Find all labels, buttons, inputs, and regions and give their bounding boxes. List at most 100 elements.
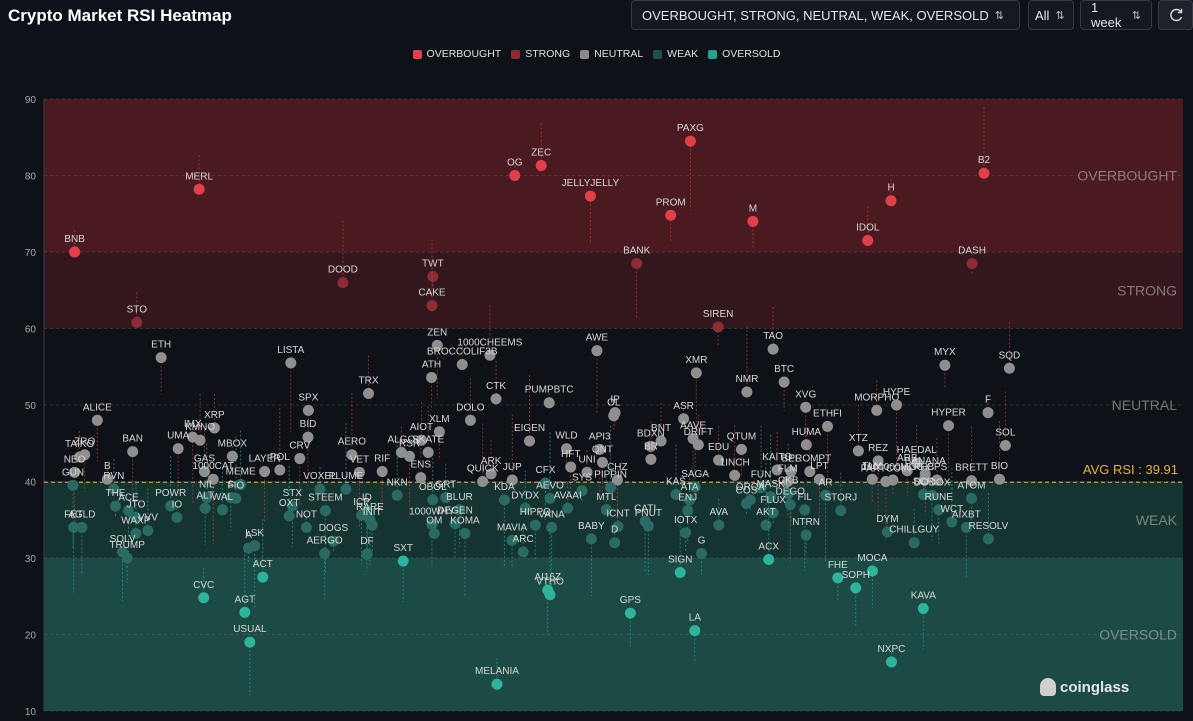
rsi-point[interactable]: GUN <box>62 467 84 549</box>
rsi-point[interactable]: CAKE <box>418 237 446 312</box>
rsi-point[interactable]: POWR <box>155 455 186 512</box>
rsi-point[interactable]: FIO <box>227 434 244 504</box>
rsi-point[interactable]: ALT <box>196 490 214 546</box>
rsi-point[interactable]: B2 <box>978 107 991 179</box>
rsi-point[interactable]: DYM <box>876 514 899 538</box>
rsi-point[interactable]: CRV <box>289 441 311 506</box>
rsi-point[interactable]: B <box>101 461 113 485</box>
rsi-point[interactable]: MASK <box>756 434 785 503</box>
rsi-point[interactable]: ARB <box>897 453 918 496</box>
rsi-point[interactable]: IOTX <box>674 515 698 552</box>
rsi-point[interactable]: ZEN <box>427 327 447 399</box>
rsi-point[interactable]: MBOX <box>218 438 248 462</box>
rsi-point[interactable]: STORJ <box>824 470 857 517</box>
rsi-point[interactable]: HAEDAL <box>897 425 937 469</box>
rsi-point[interactable]: RIF <box>374 454 390 513</box>
rsi-point[interactable]: 1000CHEEMS <box>457 305 523 361</box>
rsi-point[interactable]: CFX <box>535 465 556 521</box>
rsi-point[interactable]: LISTA <box>277 345 305 432</box>
rsi-point[interactable]: EIGEN <box>514 372 545 447</box>
rsi-point[interactable]: FET <box>64 509 83 593</box>
rsi-point[interactable]: AERO <box>338 392 367 461</box>
rsi-point[interactable]: SQD <box>999 320 1021 374</box>
rsi-point[interactable]: VTHO <box>536 528 564 601</box>
rsi-point[interactable]: BNT <box>651 400 671 447</box>
rsi-point[interactable]: CPS <box>927 437 948 486</box>
rsi-point[interactable]: KOMA <box>450 516 480 597</box>
rsi-point[interactable]: SOPH <box>842 570 870 627</box>
rsi-point[interactable]: XTZ <box>849 402 868 457</box>
rsi-point[interactable]: CKB <box>778 443 799 500</box>
rsi-point[interactable]: MTL <box>596 473 617 516</box>
rsi-point[interactable]: THE <box>105 488 126 517</box>
rsi-point[interactable]: JELLYJELLY <box>562 178 620 244</box>
rsi-point[interactable]: XRP <box>204 391 225 434</box>
rsi-point[interactable]: OL <box>607 398 621 431</box>
rsi-point[interactable]: 1000000MOG <box>861 462 925 495</box>
rsi-point[interactable]: XMR <box>685 355 707 436</box>
rsi-point[interactable]: JUP <box>503 411 522 486</box>
rsi-point[interactable]: SIREN <box>703 309 734 346</box>
rsi-point[interactable]: BAN <box>122 434 143 503</box>
rsi-point[interactable]: G <box>695 535 707 575</box>
rsi-point[interactable]: DOGS <box>319 523 349 553</box>
rsi-point[interactable]: ICNT <box>606 509 630 533</box>
rsi-point[interactable]: SAGA <box>681 434 709 493</box>
rsi-point[interactable]: PHB <box>914 462 935 497</box>
rsi-point[interactable]: RUNE <box>925 492 954 545</box>
rsi-point[interactable]: BIO <box>991 419 1008 485</box>
rsi-point[interactable]: SPX <box>298 392 319 448</box>
rsi-point[interactable]: ASR <box>673 401 694 425</box>
rsi-point[interactable]: ARC <box>513 525 534 558</box>
rsi-point[interactable]: BID <box>300 419 317 487</box>
rsi-point[interactable]: MEME <box>226 430 256 491</box>
rsi-point[interactable]: ACX <box>758 497 779 566</box>
rsi-point[interactable]: PIPPIN <box>594 423 627 494</box>
rsi-point[interactable]: WAL <box>212 465 234 516</box>
rsi-point[interactable]: FUN <box>751 425 772 494</box>
rsi-point[interactable]: HUMA <box>792 424 822 451</box>
rsi-point[interactable]: OXT <box>279 465 300 522</box>
rsi-point[interactable]: ZEC <box>531 123 551 172</box>
rsi-point[interactable]: MERL <box>185 153 213 195</box>
rsi-point[interactable]: 1INCH <box>720 425 750 481</box>
rsi-point[interactable]: DEGO <box>775 486 805 562</box>
rsi-point[interactable]: DOOD <box>328 218 358 289</box>
legend-item-neutral[interactable]: NEUTRAL <box>580 48 643 60</box>
rsi-point[interactable]: HIPPO <box>520 507 551 561</box>
rsi-point[interactable]: TAIKO <box>65 431 94 463</box>
rsi-point[interactable]: BANK <box>623 245 651 319</box>
rsi-point[interactable]: CHILLGUY <box>889 506 940 549</box>
rsi-point[interactable]: M <box>747 203 759 249</box>
rsi-point[interactable]: GPS <box>620 595 641 647</box>
rsi-point[interactable]: ALICE <box>83 402 112 462</box>
rsi-point[interactable]: FIL <box>798 492 813 571</box>
rsi-point[interactable]: PROM <box>656 197 686 243</box>
rsi-point[interactable]: CTK <box>486 360 506 405</box>
rsi-point[interactable]: DODOX <box>914 477 951 541</box>
rsi-point[interactable]: SYS <box>572 473 592 502</box>
rsi-point[interactable]: TRX <box>359 353 379 400</box>
rsi-point[interactable]: VVV <box>138 486 158 536</box>
rsi-point[interactable]: ARK <box>481 439 502 480</box>
rsi-point[interactable]: TLM <box>862 461 882 503</box>
rsi-point[interactable]: BTC <box>774 364 794 412</box>
rsi-point[interactable]: CHZ <box>607 462 628 521</box>
rsi-point[interactable]: STO <box>127 290 148 328</box>
rsi-point[interactable]: UNI <box>578 450 596 478</box>
rsi-point[interactable]: AGT <box>235 550 256 618</box>
rsi-point[interactable]: BROCCOLIF3B <box>427 344 498 370</box>
rsi-point[interactable]: FLUX <box>760 495 786 524</box>
rsi-point[interactable]: IDOL <box>856 206 880 247</box>
rsi-point[interactable]: ATH <box>422 359 441 411</box>
rsi-point[interactable]: BRETT <box>955 424 988 487</box>
period-select[interactable]: 1 week ⇅ <box>1080 0 1152 30</box>
rsi-point[interactable]: OM <box>426 516 442 540</box>
rsi-point[interactable]: MORPHO <box>854 378 899 416</box>
rsi-point[interactable]: QUICK <box>467 423 499 488</box>
rsi-point[interactable]: TAO <box>763 305 783 355</box>
rsi-point[interactable]: REZ <box>868 443 888 518</box>
rsi-point[interactable]: TWT <box>422 258 444 288</box>
rsi-point[interactable]: DEGEN <box>437 506 473 559</box>
rsi-point[interactable]: ETH <box>151 340 171 395</box>
